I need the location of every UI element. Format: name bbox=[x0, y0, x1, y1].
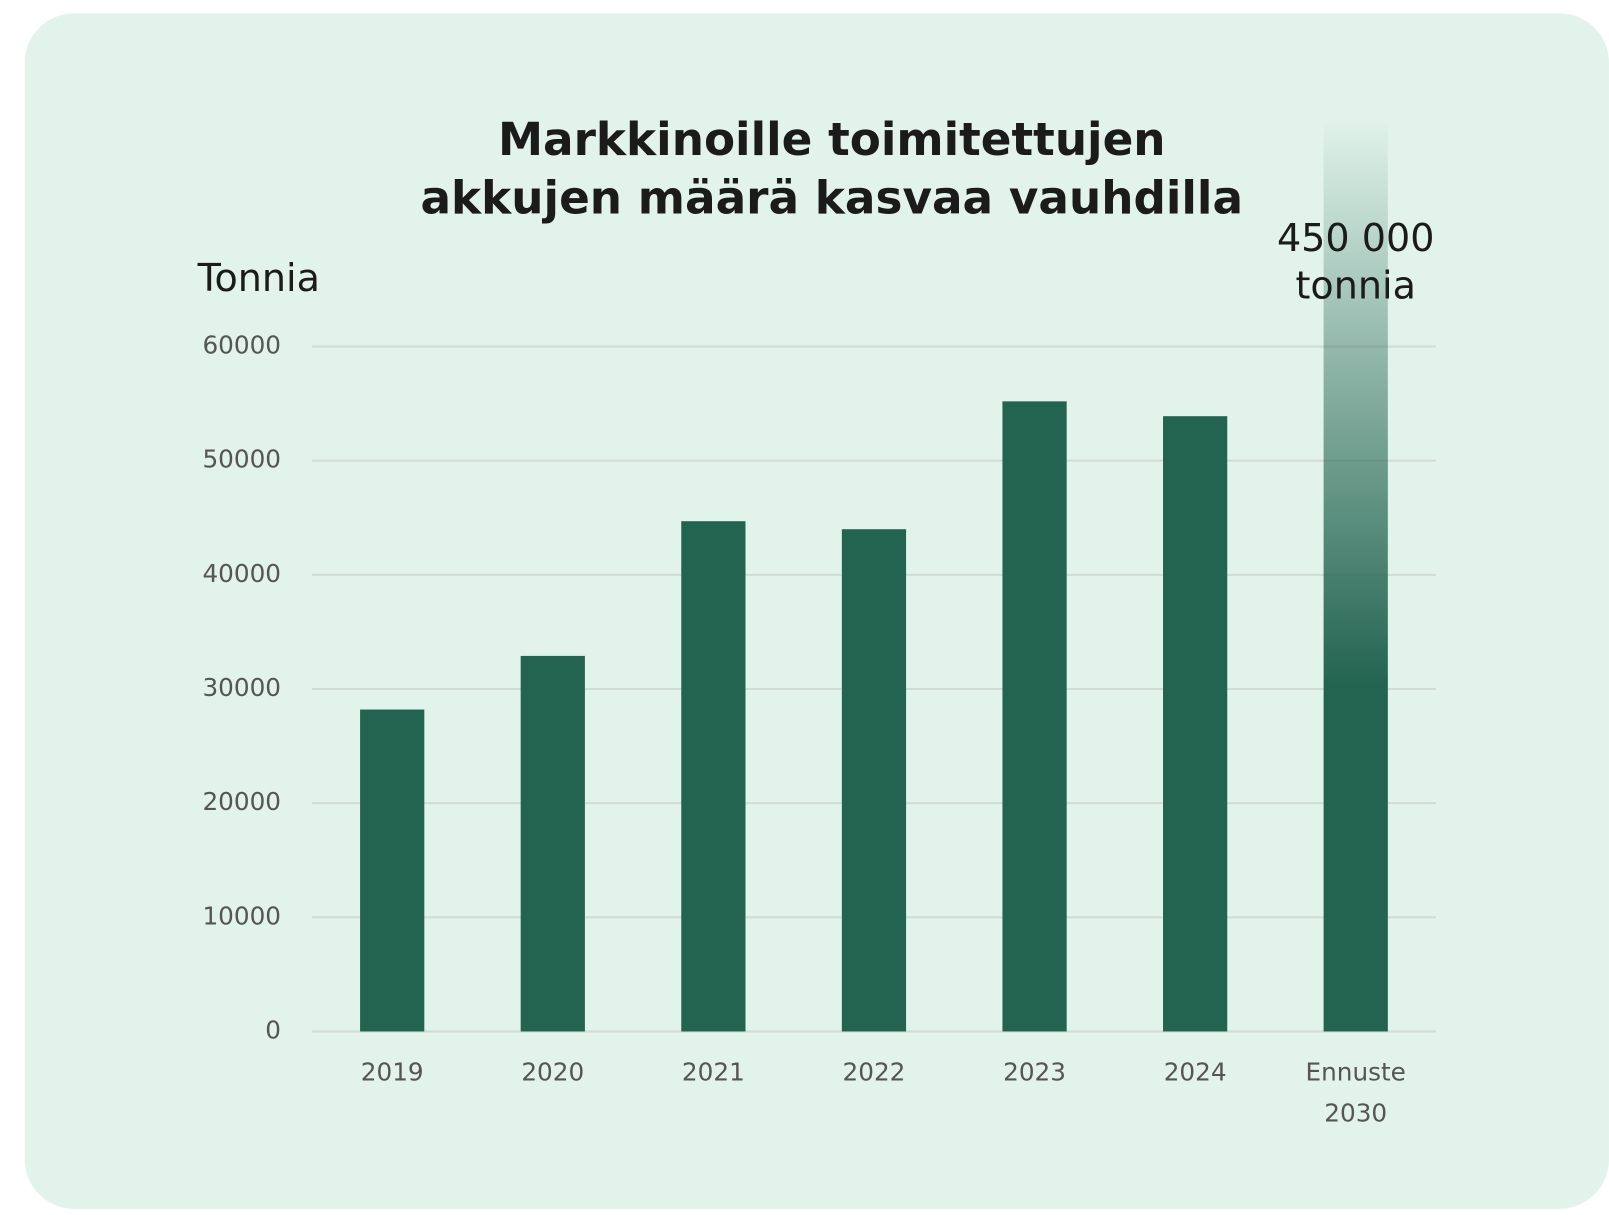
y-tick-label: 40000 bbox=[202, 559, 281, 588]
bar bbox=[681, 521, 746, 1032]
x-tick-label: 2020 bbox=[521, 1058, 585, 1087]
bar bbox=[841, 529, 907, 1032]
y-tick-label: 50000 bbox=[202, 445, 281, 474]
x-tick-label: 2019 bbox=[360, 1058, 424, 1087]
bar bbox=[360, 709, 425, 1032]
y-tick-label: 30000 bbox=[202, 673, 281, 702]
y-tick-label: 20000 bbox=[202, 787, 281, 816]
y-tick-label: 0 bbox=[265, 1015, 281, 1044]
y-axis-label: Tonnia bbox=[197, 256, 320, 301]
bar bbox=[1163, 416, 1228, 1032]
bar bbox=[1002, 401, 1067, 1032]
y-tick-label: 10000 bbox=[202, 901, 281, 930]
x-tick-label: 2023 bbox=[1003, 1058, 1066, 1087]
x-tick-label: 2022 bbox=[842, 1058, 906, 1087]
y-tick-label: 60000 bbox=[202, 331, 281, 360]
x-tick-label: Ennuste 2030 bbox=[1305, 1058, 1406, 1128]
x-tick-label: 2024 bbox=[1163, 1058, 1227, 1087]
x-tick-label: 2021 bbox=[681, 1058, 745, 1087]
chart-title: Markkinoille toimitettujen akkujen määrä… bbox=[420, 113, 1244, 225]
bar bbox=[1323, 117, 1388, 1032]
bar bbox=[520, 655, 585, 1032]
value-label: 450 000 tonnia bbox=[1276, 216, 1435, 308]
